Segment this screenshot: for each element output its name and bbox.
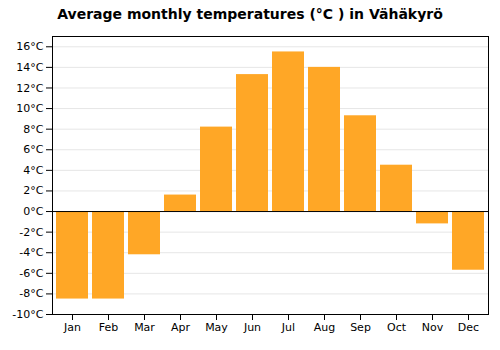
svg-text:-2°C: -2°C	[19, 226, 43, 239]
svg-text:Apr: Apr	[171, 321, 191, 334]
svg-text:Jul: Jul	[281, 321, 295, 334]
svg-text:10°C: 10°C	[16, 102, 43, 115]
svg-text:4°C: 4°C	[23, 164, 43, 177]
svg-text:12°C: 12°C	[16, 82, 43, 95]
svg-text:May: May	[205, 321, 228, 334]
svg-text:16°C: 16°C	[16, 40, 43, 53]
svg-text:Aug: Aug	[314, 321, 335, 334]
svg-text:2°C: 2°C	[23, 184, 43, 197]
svg-text:Sep: Sep	[350, 321, 371, 334]
svg-text:Oct: Oct	[387, 321, 407, 334]
svg-text:Jan: Jan	[63, 321, 81, 334]
svg-text:14°C: 14°C	[16, 61, 43, 74]
svg-text:-4°C: -4°C	[19, 246, 43, 259]
svg-text:-8°C: -8°C	[19, 287, 43, 300]
svg-text:Mar: Mar	[134, 321, 155, 334]
svg-text:0°C: 0°C	[23, 205, 43, 218]
html-text:Average monthly temperatures (: Average monthly temperatures (°C ) in Vä…	[57, 6, 443, 22]
svg-text:Feb: Feb	[99, 321, 118, 334]
svg-text:6°C: 6°C	[23, 143, 43, 156]
svg-text:-10°C: -10°C	[12, 308, 43, 321]
svg-text:Dec: Dec	[458, 321, 479, 334]
svg-text:8°C: 8°C	[23, 123, 43, 136]
svg-text:Jun: Jun	[243, 321, 261, 334]
svg-text:-6°C: -6°C	[19, 267, 43, 280]
svg-text:Nov: Nov	[422, 321, 444, 334]
